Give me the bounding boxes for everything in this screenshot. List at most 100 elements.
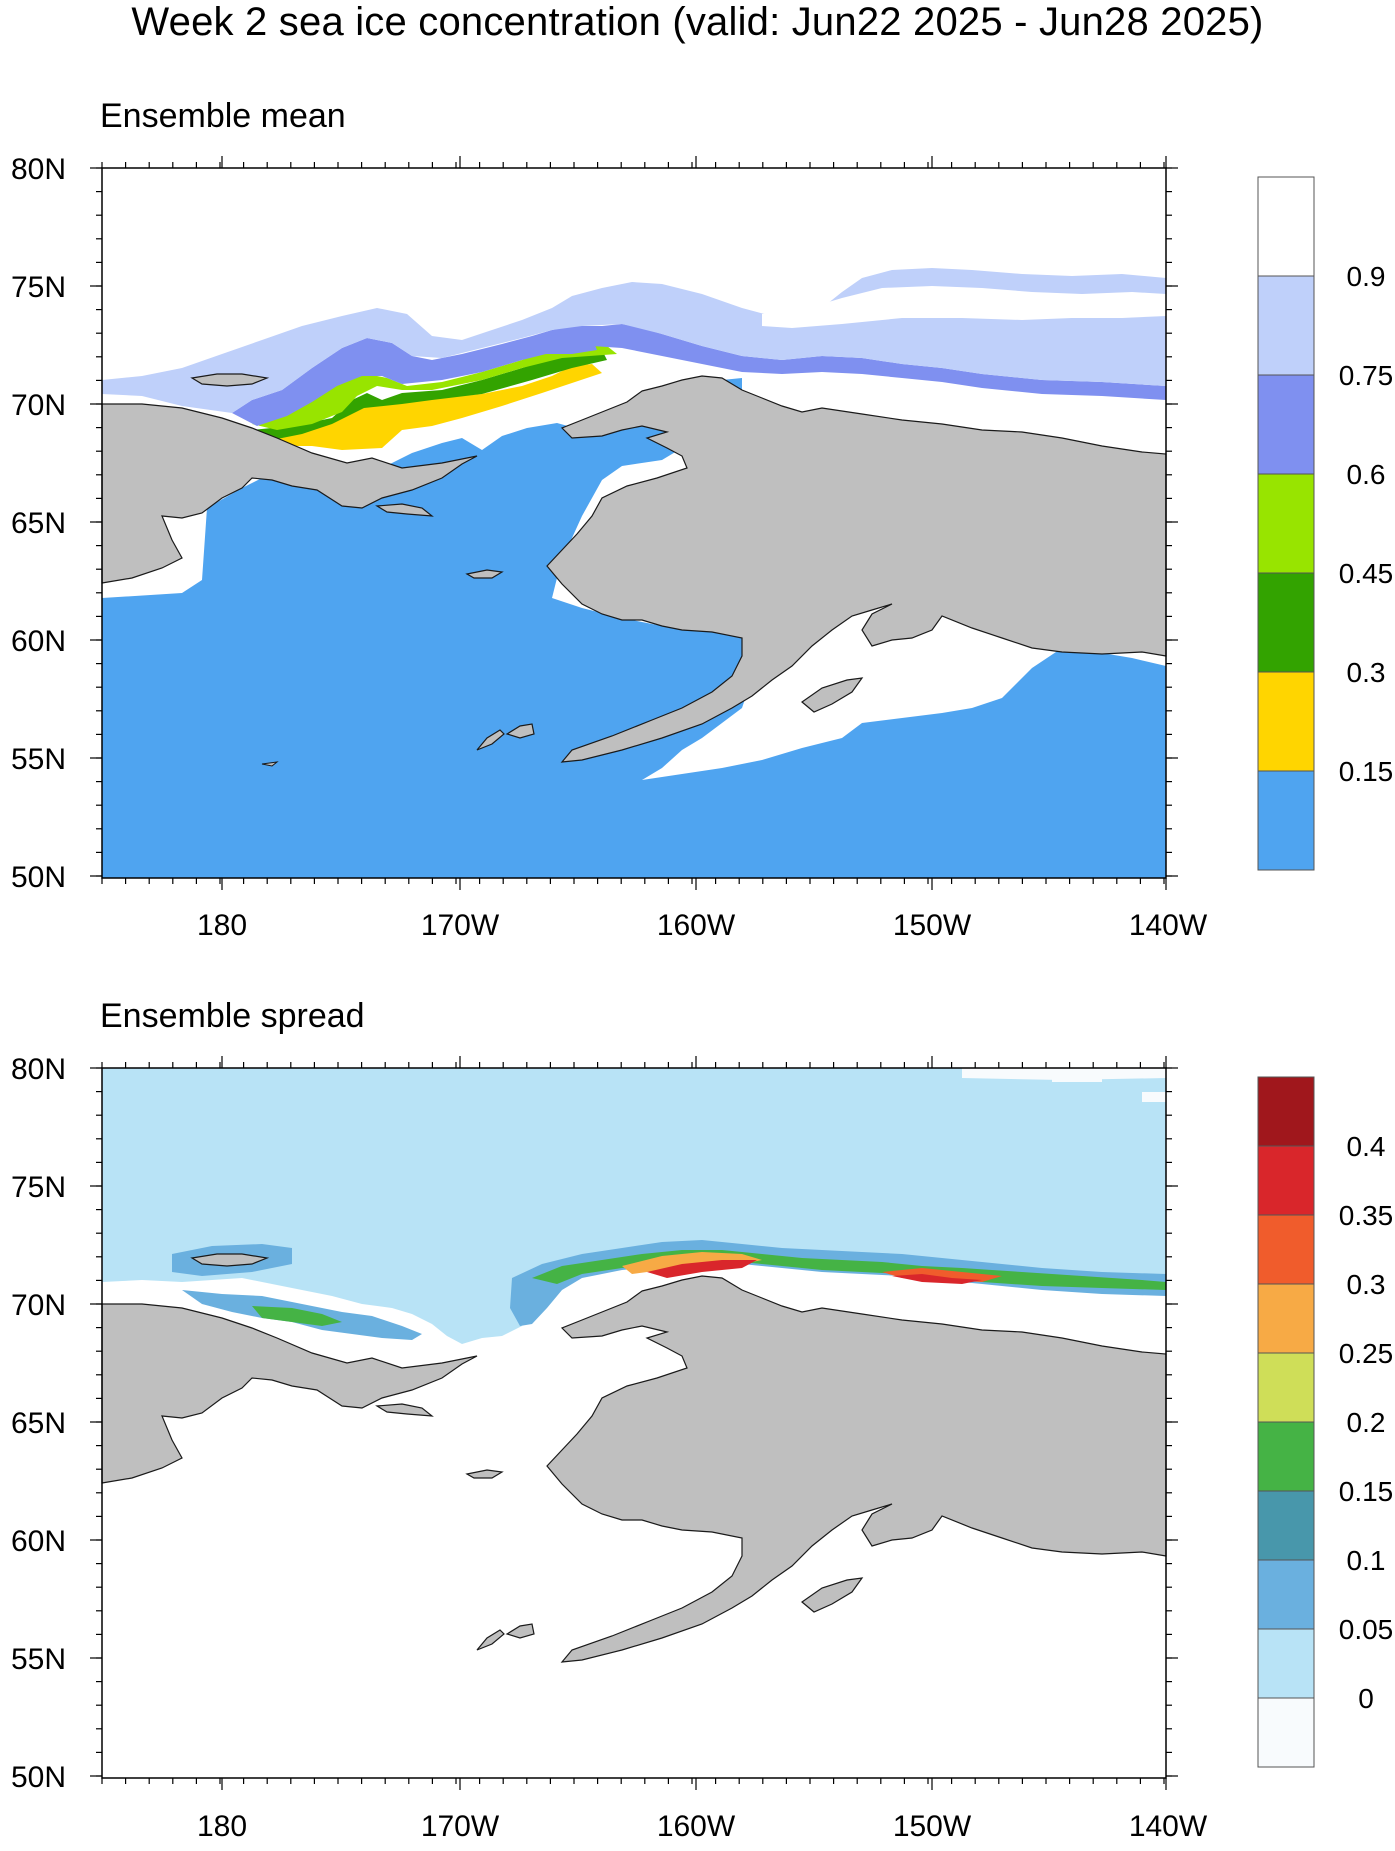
mean-lat-label: 80N bbox=[11, 153, 66, 186]
spread-land-alaska bbox=[546, 1275, 1167, 1663]
mean-lat-label: 65N bbox=[11, 507, 66, 540]
mean-lat-labels: 80N 75N 70N 65N 60N 55N 50N bbox=[11, 153, 66, 894]
spread-lat-label: 80N bbox=[11, 1053, 66, 1086]
panel-ensemble-mean: 80N 75N 70N 65N 60N 55N 50N 180 170W 160… bbox=[0, 150, 1395, 942]
mean-lon-labels: 180 170W 160W 150W 140W bbox=[197, 909, 1208, 942]
spread-colorbar-box bbox=[1257, 1283, 1315, 1354]
mean-lon-label: 170W bbox=[421, 909, 500, 940]
mean-colorbar-label: 0.75 bbox=[1339, 360, 1394, 391]
mean-colorbar: 0.9 0.75 0.6 0.45 0.3 0.15 bbox=[1257, 176, 1394, 871]
mean-lat-label: 50N bbox=[11, 861, 66, 894]
mean-land-st-lawrence bbox=[375, 503, 434, 517]
spread-lon-label: 150W bbox=[893, 1810, 972, 1843]
spread-colorbar-box bbox=[1257, 1214, 1315, 1285]
spread-colorbar-label: 0.05 bbox=[1339, 1614, 1394, 1645]
mean-ice-045 bbox=[252, 344, 617, 430]
mean-lat-label: 70N bbox=[11, 389, 66, 422]
mean-colorbar-box bbox=[1257, 770, 1315, 871]
spread-colorbar: 0.4 0.35 0.3 0.25 0.2 0.15 0.1 0.05 0 bbox=[1257, 1076, 1394, 1768]
spread-colorbar-box bbox=[1257, 1145, 1315, 1216]
mean-colorbar-box bbox=[1257, 473, 1315, 574]
mean-lon-label: 180 bbox=[197, 909, 247, 940]
mean-colorbar-box bbox=[1257, 671, 1315, 772]
spread-land-chukotka bbox=[101, 1303, 478, 1484]
spread-lat-labels: 80N 75N 70N 65N 60N 55N 50N bbox=[11, 1053, 66, 1794]
mean-land-aleutian-3 bbox=[261, 761, 279, 767]
mean-colorbar-label: 0.45 bbox=[1339, 558, 1394, 589]
mean-colorbar-label: 0.3 bbox=[1347, 657, 1386, 688]
spread-field-040-east bbox=[892, 1274, 982, 1284]
spread-colorbar-box bbox=[1257, 1559, 1315, 1630]
spread-field-open-2 bbox=[1052, 1072, 1102, 1082]
mean-ice-030 bbox=[252, 350, 607, 440]
mean-colorbar-label: 0.9 bbox=[1347, 261, 1386, 292]
spread-lon-label: 170W bbox=[421, 1810, 500, 1843]
mean-map-frame bbox=[101, 167, 1167, 879]
mean-colorbar-label: 0.6 bbox=[1347, 459, 1386, 490]
spread-field-0 bbox=[102, 1068, 1166, 1344]
spread-land-wrangel bbox=[190, 1253, 270, 1267]
mean-ice-090-patch bbox=[762, 286, 1166, 328]
spread-colorbar-box bbox=[1257, 1628, 1315, 1699]
mean-lat-label: 55N bbox=[11, 743, 66, 776]
panel-spread-subtitle: Ensemble spread bbox=[100, 997, 365, 1035]
spread-map-frame bbox=[101, 1067, 1167, 1779]
spread-land-nunivak bbox=[465, 1469, 504, 1479]
mean-colorbar-box bbox=[1257, 176, 1315, 277]
mean-land-chukotka bbox=[101, 403, 478, 584]
mean-lon-label: 150W bbox=[893, 909, 972, 940]
spread-lon-label: 140W bbox=[1129, 1810, 1208, 1843]
mean-land-aleutian-2 bbox=[505, 723, 535, 739]
spread-lon-labels: 180 170W 160W 150W 140W bbox=[197, 1810, 1208, 1843]
mean-land-nunivak bbox=[465, 569, 504, 579]
mean-map-svg: 80N 75N 70N 65N 60N 55N 50N 180 170W 160… bbox=[11, 153, 1394, 942]
spread-land-aleutian-1 bbox=[476, 1629, 505, 1651]
spread-colorbar-label: 0.35 bbox=[1339, 1200, 1394, 1231]
mean-land-wrangel bbox=[190, 373, 270, 387]
mean-lat-label: 60N bbox=[11, 625, 66, 658]
mean-map-ticks bbox=[90, 156, 1178, 890]
spread-land-kodiak bbox=[801, 1577, 864, 1613]
mean-lon-label: 140W bbox=[1129, 909, 1208, 940]
mean-ice-060 bbox=[232, 324, 1166, 426]
mean-land-aleutian-1 bbox=[476, 729, 505, 751]
panel-mean-subtitle: Ensemble mean bbox=[100, 97, 346, 135]
mean-lon-label: 160W bbox=[657, 909, 736, 940]
spread-colorbar-label: 0.3 bbox=[1347, 1269, 1386, 1300]
spread-colorbar-label: 0.4 bbox=[1347, 1131, 1386, 1162]
figure-title: Week 2 sea ice concentration (valid: Jun… bbox=[131, 0, 1264, 44]
spread-colorbar-label: 0.15 bbox=[1339, 1476, 1394, 1507]
mean-colorbar-box bbox=[1257, 275, 1315, 376]
mean-ice-015 bbox=[232, 364, 602, 450]
spread-colorbar-box bbox=[1257, 1490, 1315, 1561]
mean-land-alaska bbox=[546, 375, 1167, 763]
spread-colorbar-box bbox=[1257, 1076, 1315, 1147]
mean-colorbar-label: 0.15 bbox=[1339, 756, 1394, 787]
spread-field-040 bbox=[647, 1260, 757, 1278]
spread-land-st-lawrence bbox=[375, 1403, 434, 1417]
mean-land-kodiak bbox=[801, 677, 864, 713]
spread-colorbar-box bbox=[1257, 1697, 1315, 1768]
panel-ensemble-spread: 80N 75N 70N 65N 60N 55N 50N 180 170W 160… bbox=[0, 1050, 1395, 1846]
spread-colorbar-label: 0.25 bbox=[1339, 1338, 1394, 1369]
spread-colorbar-box bbox=[1257, 1421, 1315, 1492]
spread-colorbar-label: 0.2 bbox=[1347, 1407, 1386, 1438]
spread-lon-label: 160W bbox=[657, 1810, 736, 1843]
mean-lat-label: 75N bbox=[11, 271, 66, 304]
spread-land-aleutian-2 bbox=[505, 1623, 535, 1639]
mean-colorbar-box bbox=[1257, 374, 1315, 475]
spread-colorbar-label: 0 bbox=[1358, 1683, 1374, 1714]
spread-lat-label: 55N bbox=[11, 1643, 66, 1676]
spread-lat-label: 75N bbox=[11, 1171, 66, 1204]
spread-field-chukotka-green bbox=[252, 1306, 342, 1326]
spread-map-ticks bbox=[90, 1056, 1178, 1790]
spread-lon-label: 180 bbox=[197, 1810, 247, 1843]
mean-colorbar-box bbox=[1257, 572, 1315, 673]
spread-field-open-3 bbox=[1142, 1092, 1166, 1102]
mean-ice-060-patch bbox=[527, 333, 597, 354]
spread-lat-label: 70N bbox=[11, 1289, 66, 1322]
spread-lat-label: 60N bbox=[11, 1525, 66, 1558]
spread-map-svg: 80N 75N 70N 65N 60N 55N 50N 180 170W 160… bbox=[11, 1053, 1394, 1843]
spread-colorbar-box bbox=[1257, 1352, 1315, 1423]
spread-colorbar-label: 0.1 bbox=[1347, 1545, 1386, 1576]
